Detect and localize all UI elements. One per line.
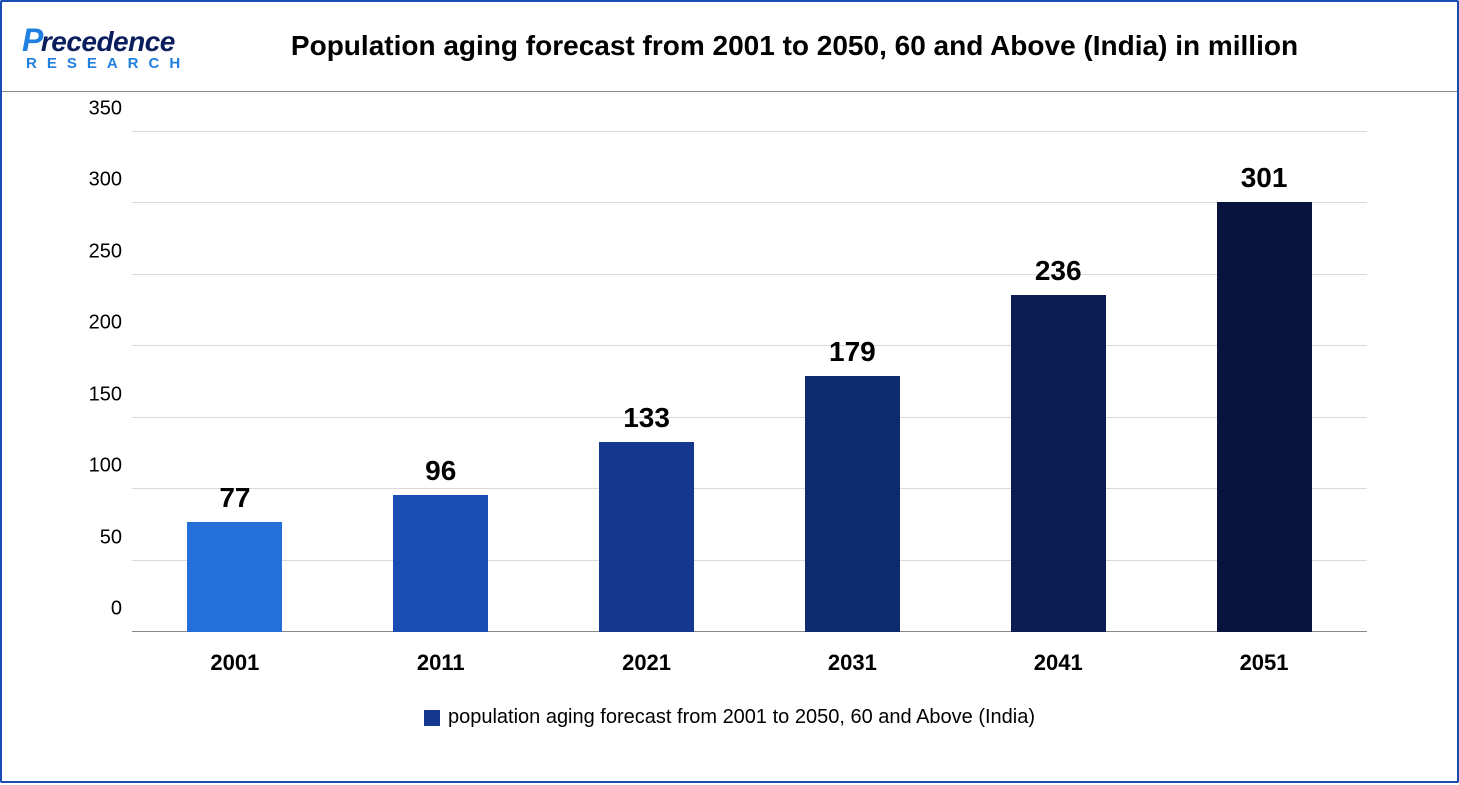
logo-mark-icon: P — [22, 22, 43, 58]
y-tick-label: 150 — [77, 383, 122, 406]
bar: 133 — [599, 442, 694, 632]
y-tick-label: 50 — [77, 526, 122, 549]
x-tick-label: 2001 — [132, 650, 338, 676]
bar-slot: 96 — [338, 132, 544, 632]
y-tick-label: 350 — [77, 98, 122, 121]
bar: 179 — [805, 376, 900, 632]
header: Precedence RESEARCH Population aging for… — [2, 2, 1457, 92]
bar-value-label: 77 — [187, 482, 282, 514]
legend-swatch-icon — [424, 710, 440, 726]
bar-value-label: 301 — [1217, 162, 1312, 194]
y-tick-label: 250 — [77, 240, 122, 263]
x-tick-label: 2011 — [338, 650, 544, 676]
bar-slot: 301 — [1161, 132, 1367, 632]
bar: 236 — [1011, 295, 1106, 632]
logo: Precedence RESEARCH — [22, 22, 252, 72]
chart-container: Precedence RESEARCH Population aging for… — [0, 0, 1459, 783]
x-tick-label: 2021 — [544, 650, 750, 676]
bar-slot: 133 — [544, 132, 750, 632]
bar-value-label: 236 — [1011, 255, 1106, 287]
chart-title: Population aging forecast from 2001 to 2… — [252, 28, 1437, 64]
bar-slot: 236 — [955, 132, 1161, 632]
bar: 96 — [393, 495, 488, 632]
x-tick-label: 2041 — [955, 650, 1161, 676]
plot-region: 350 300 250 200 150 100 50 0 77 — [132, 132, 1367, 632]
legend: population aging forecast from 2001 to 2… — [62, 706, 1397, 731]
bar-slot: 77 — [132, 132, 338, 632]
y-tick-label: 200 — [77, 312, 122, 335]
y-tick-label: 300 — [77, 169, 122, 192]
x-tick-label: 2051 — [1161, 650, 1367, 676]
bars-group: 77 96 133 179 — [132, 132, 1367, 632]
bar-slot: 179 — [749, 132, 955, 632]
legend-item: population aging forecast from 2001 to 2… — [424, 706, 1035, 729]
logo-brand: Precedence — [22, 22, 252, 59]
chart-area: 350 300 250 200 150 100 50 0 77 — [2, 92, 1457, 785]
logo-subtext: RESEARCH — [22, 55, 252, 72]
logo-brand-text: recedence — [41, 26, 175, 57]
bar-value-label: 133 — [599, 402, 694, 434]
x-axis-labels: 2001 2011 2021 2031 2041 2051 — [132, 650, 1367, 676]
bar: 77 — [187, 522, 282, 632]
bar: 301 — [1217, 202, 1312, 632]
legend-label: population aging forecast from 2001 to 2… — [448, 706, 1035, 729]
x-tick-label: 2031 — [749, 650, 955, 676]
y-tick-label: 100 — [77, 455, 122, 478]
y-tick-label: 0 — [77, 598, 122, 621]
bar-value-label: 96 — [393, 455, 488, 487]
bar-value-label: 179 — [805, 336, 900, 368]
